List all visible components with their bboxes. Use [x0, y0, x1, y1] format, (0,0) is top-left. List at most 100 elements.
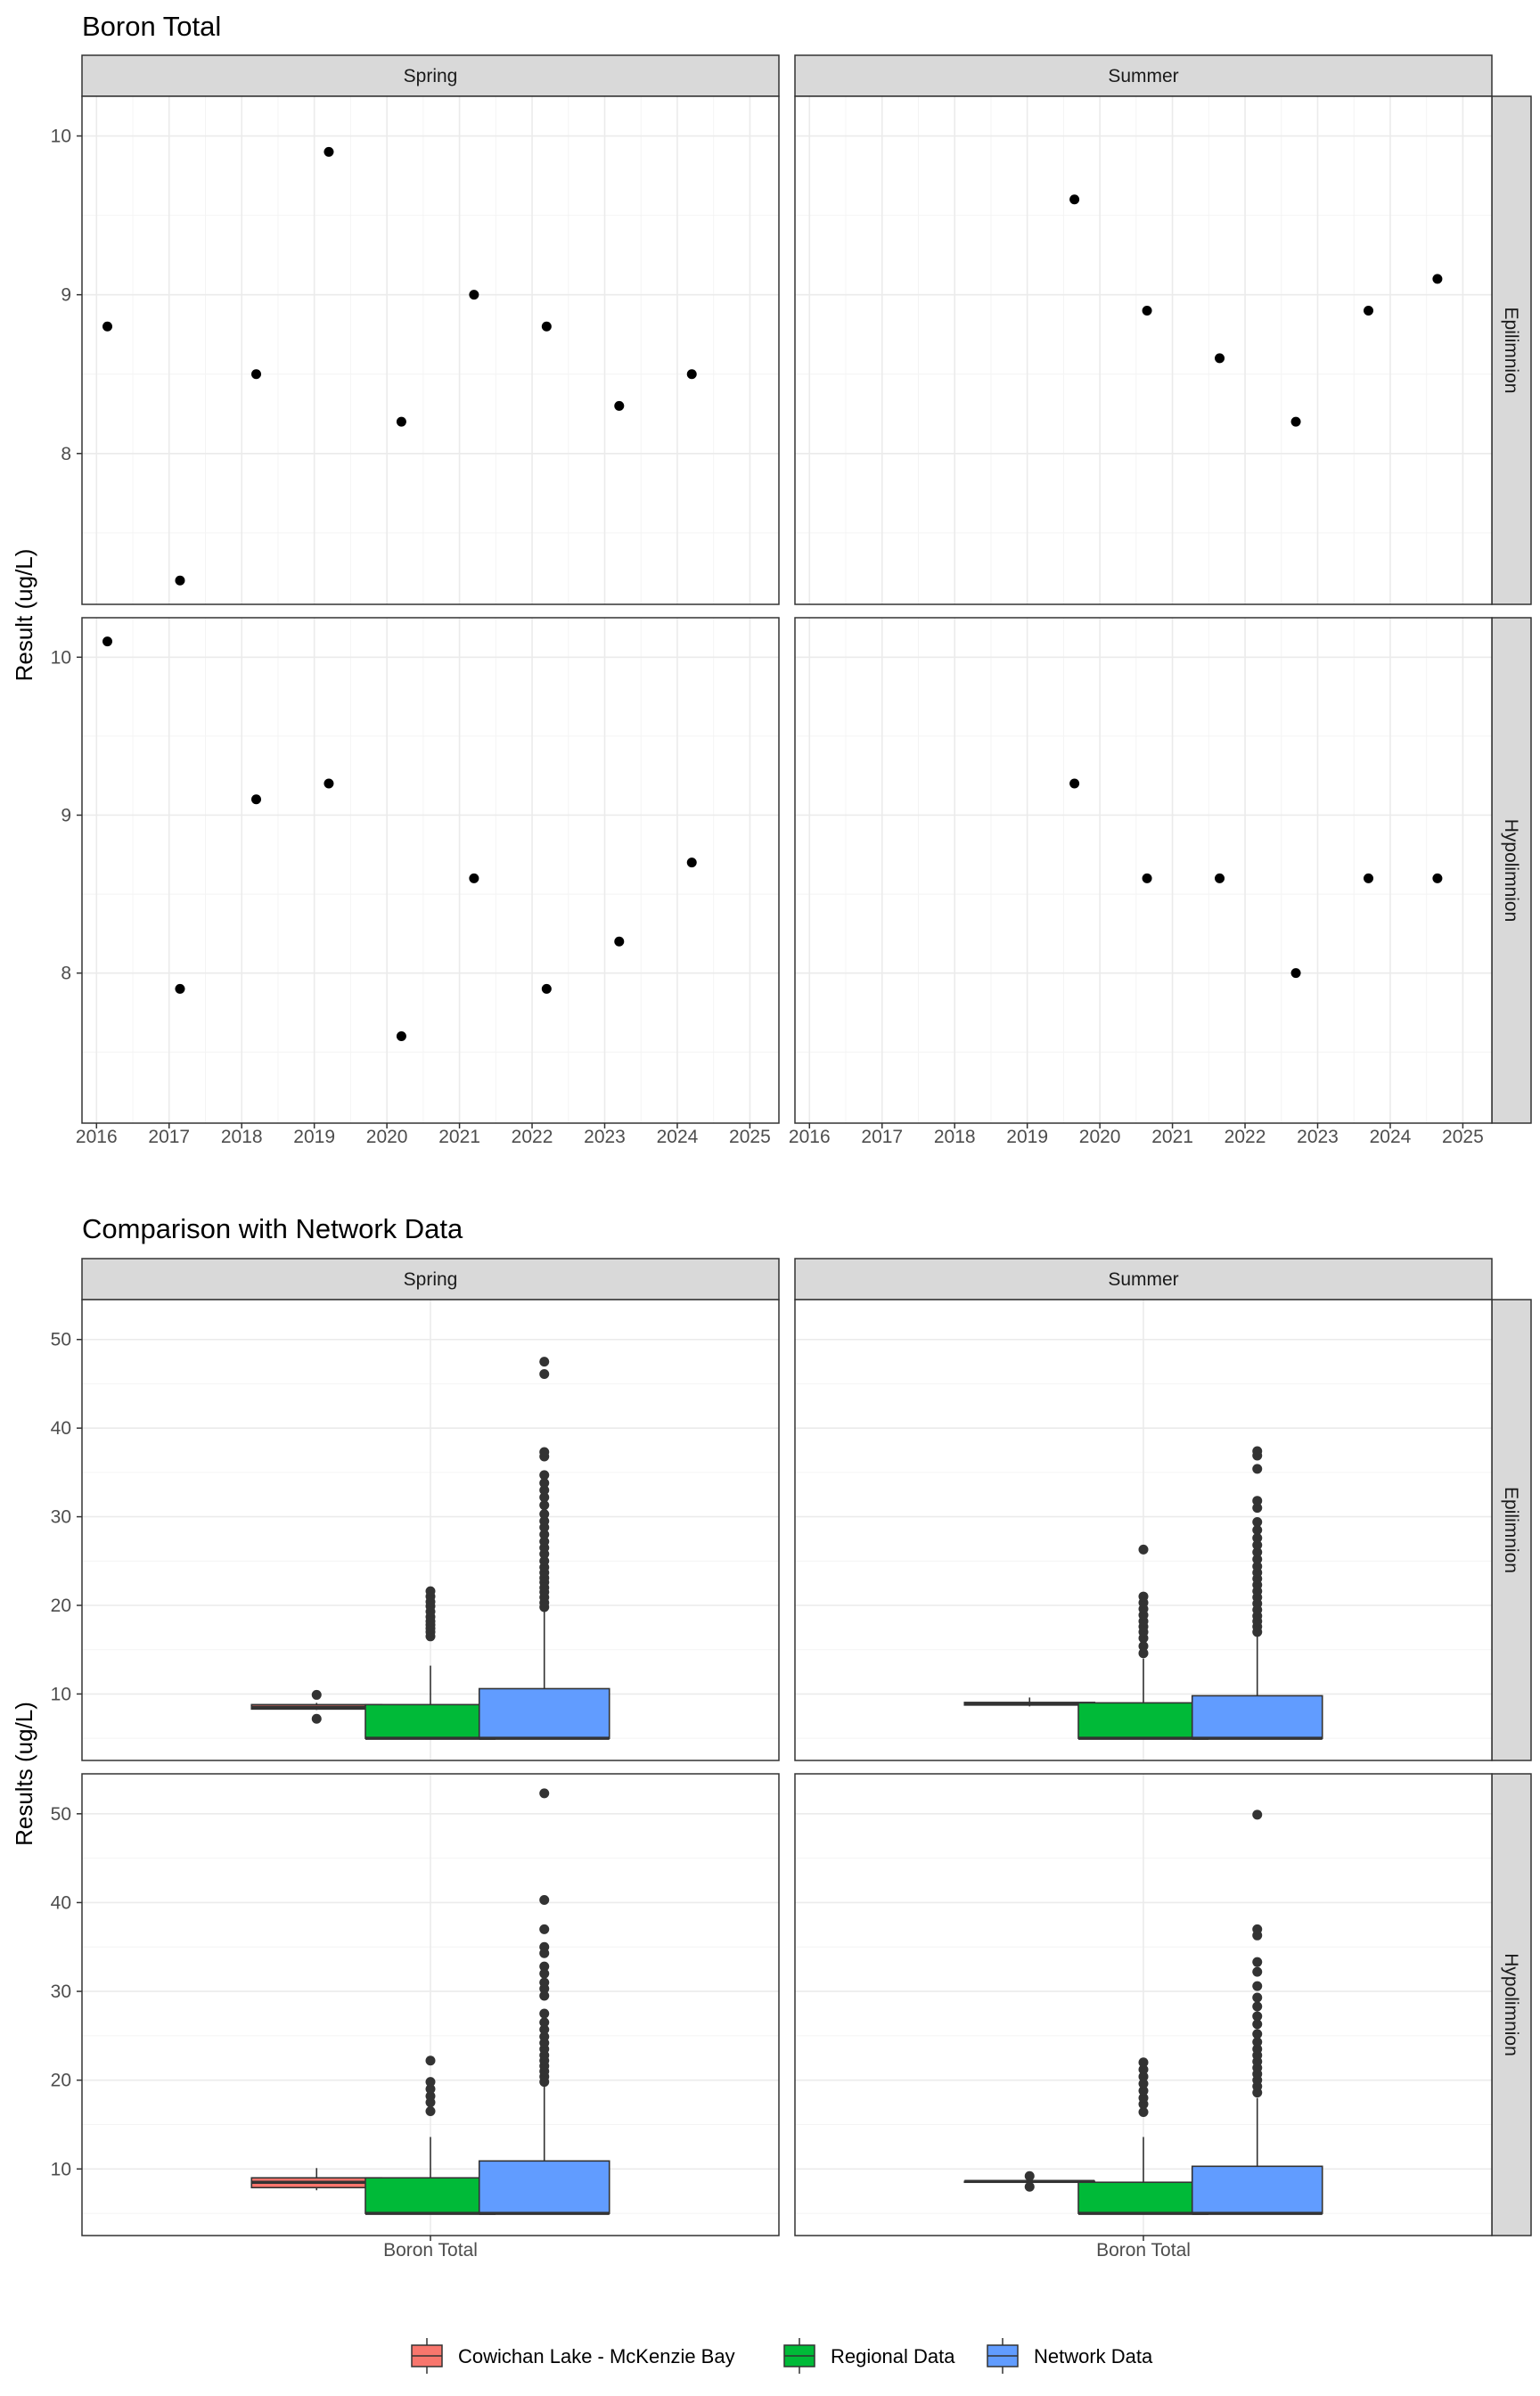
- outlier-point: [539, 1485, 550, 1496]
- x-tick-label: 2016: [789, 1127, 831, 1147]
- outlier-point: [1138, 2086, 1149, 2096]
- x-tick-label: 2024: [1370, 1127, 1412, 1147]
- strip-epilimnion: [1491, 95, 1532, 605]
- panel-spring-hypolimnion: [81, 617, 780, 1124]
- data-point: [324, 778, 334, 789]
- y-tick-label: 10: [51, 2159, 71, 2179]
- panel-border: [794, 1299, 1493, 1761]
- panel-border: [794, 95, 1493, 605]
- panel-spring-epilimnion: [81, 1299, 780, 1761]
- data-point: [469, 873, 479, 883]
- x-tick-label: 2023: [584, 1127, 626, 1147]
- outlier-point: [1138, 2107, 1149, 2118]
- panel-background: [82, 96, 779, 604]
- box-regional-data: [365, 1586, 496, 1740]
- outlier-point: [1252, 1496, 1263, 1506]
- panel-summer-hypolimnion: [794, 1773, 1493, 2236]
- panel-summer-hypolimnion: [794, 617, 1493, 1124]
- panel-border: [81, 617, 780, 1124]
- x-tick-label: Boron Total: [1096, 2240, 1191, 2261]
- chart-title-1: Boron Total: [82, 11, 221, 42]
- outlier-point: [425, 2091, 436, 2102]
- outlier-point: [539, 1500, 550, 1511]
- data-point: [396, 416, 406, 427]
- x-tick-label: 2023: [1297, 1127, 1339, 1147]
- outlier-point: [1252, 2011, 1263, 2022]
- strip-label-summer: Summer: [1108, 66, 1178, 86]
- legend-label: Network Data: [1034, 2345, 1153, 2367]
- panel-summer-epilimnion: [794, 1299, 1493, 1761]
- chart-title-2: Comparison with Network Data: [82, 1213, 463, 1244]
- strip-label-epilimnion: Epilimnion: [1501, 1487, 1521, 1573]
- outlier-point: [539, 1977, 550, 1988]
- outlier-point: [1252, 1554, 1263, 1564]
- data-point: [1069, 778, 1080, 789]
- x-tick-label: 2022: [512, 1127, 553, 1147]
- legend-item-cowichan-lake-mckenzie-bay: Cowichan Lake - McKenzie Bay: [411, 2338, 735, 2374]
- outlier-point: [539, 1478, 550, 1489]
- legend: Cowichan Lake - McKenzie Bay Regional Dat…: [411, 2338, 1153, 2374]
- data-point: [614, 936, 625, 947]
- outlier-point: [539, 2024, 550, 2035]
- panel-background: [795, 618, 1492, 1123]
- outlier-point: [1252, 1503, 1263, 1514]
- data-point: [1364, 873, 1374, 883]
- x-tick-label: 2025: [729, 1127, 771, 1147]
- data-point: [102, 636, 113, 647]
- box-regional-data: [1077, 1544, 1209, 1740]
- outlier-point: [1252, 1992, 1263, 2003]
- data-point: [396, 1031, 406, 1042]
- outlier-point: [425, 2106, 436, 2117]
- outlier-point: [1252, 1924, 1263, 1934]
- data-point: [469, 290, 479, 300]
- strip-label-summer: Summer: [1108, 1269, 1178, 1290]
- y-tick-label: 10: [51, 127, 71, 147]
- data-point: [175, 575, 185, 586]
- x-tick-label: 2025: [1442, 1127, 1484, 1147]
- data-point: [175, 983, 185, 994]
- outlier-point: [539, 1369, 550, 1380]
- data-point: [1215, 353, 1225, 364]
- y-tick-label: 50: [51, 1330, 71, 1350]
- strip-spring: [81, 54, 780, 97]
- outlier-point: [539, 1968, 550, 1979]
- data-point: [541, 983, 552, 994]
- outlier-point: [1024, 2170, 1035, 2181]
- data-point: [1142, 873, 1152, 883]
- data-point: [102, 321, 113, 332]
- box-body: [1077, 2181, 1209, 2214]
- outlier-point: [1252, 2037, 1263, 2047]
- legend-item-regional-data: Regional Data: [783, 2338, 955, 2374]
- box-network-data: [1191, 1809, 1323, 2215]
- outlier-point: [1252, 1532, 1263, 1543]
- outlier-point: [1138, 2093, 1149, 2104]
- outlier-point: [539, 1492, 550, 1503]
- x-tick-label: 2019: [1006, 1127, 1048, 1147]
- outlier-point: [539, 1555, 550, 1566]
- outlier-point: [539, 1894, 550, 1905]
- data-point: [1290, 416, 1301, 427]
- outlier-point: [539, 1509, 550, 1520]
- outlier-point: [425, 2084, 436, 2095]
- data-point: [251, 369, 261, 380]
- outlier-point: [539, 2008, 550, 2019]
- y-tick-label: 10: [51, 647, 71, 668]
- x-tick-label: 2024: [657, 1127, 699, 1147]
- outlier-point: [1252, 2001, 1263, 2012]
- box-cowichan-lake-mckenzie-bay: [250, 1689, 383, 1724]
- data-point: [1364, 305, 1374, 316]
- data-point: [614, 400, 625, 411]
- panel-border: [81, 1299, 780, 1761]
- outlier-point: [1252, 1809, 1263, 1820]
- y-axis-label-2: Results (ug/L): [11, 1702, 37, 1846]
- data-point: [686, 369, 697, 380]
- outlier-point: [1252, 1446, 1263, 1456]
- y-tick-label: 8: [61, 444, 71, 464]
- y-tick-label: 30: [51, 1982, 71, 2002]
- outlier-point: [539, 1447, 550, 1457]
- y-tick-label: 30: [51, 1507, 71, 1528]
- legend-label: Regional Data: [831, 2345, 955, 2367]
- outlier-point: [1138, 2057, 1149, 2068]
- box-network-data: [478, 1788, 610, 2215]
